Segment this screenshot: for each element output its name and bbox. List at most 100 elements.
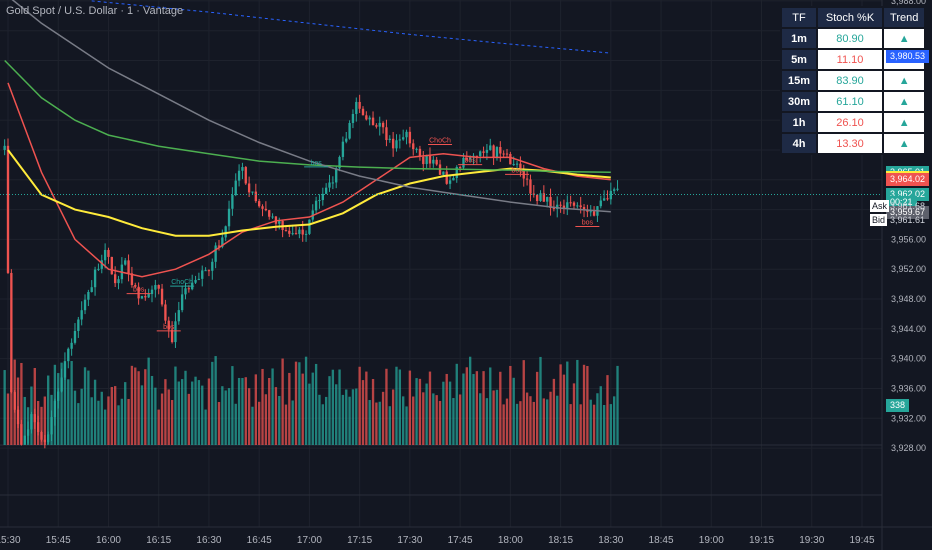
volume-bar	[314, 363, 318, 445]
trend-up-icon: ▲	[882, 111, 927, 134]
volume-bar	[284, 404, 288, 445]
volume-bar	[261, 368, 264, 445]
volume-bar	[251, 406, 254, 445]
volume-bar	[204, 409, 207, 445]
trend-up-icon: ▲	[882, 90, 927, 113]
candle-body	[445, 171, 448, 184]
volume-bar	[338, 369, 341, 445]
price-badge: 3,959.67	[886, 205, 930, 219]
volume-bar	[408, 370, 412, 445]
volume-bar	[224, 390, 227, 445]
volume-bar	[368, 400, 371, 445]
x-tick-label: 18:00	[498, 535, 523, 546]
y-tick-label: 3,944.00	[891, 324, 926, 334]
volume-bar	[391, 389, 395, 445]
volume-bar	[288, 372, 291, 445]
candle-body	[422, 156, 425, 165]
volume-bar	[124, 382, 127, 445]
volume-bar	[525, 392, 529, 445]
candle-body	[247, 183, 251, 193]
stoch-k-cell: 80.90	[816, 27, 885, 50]
volume-bar	[512, 377, 515, 445]
volume-bar	[130, 365, 134, 445]
volume-bar	[321, 404, 324, 445]
volume-bar	[214, 356, 217, 445]
volume-bar	[452, 398, 455, 445]
candle-body	[606, 198, 609, 200]
candle-body	[559, 204, 562, 206]
volume-bar	[375, 402, 378, 445]
volume-bar	[90, 397, 93, 445]
volume-bar	[278, 395, 281, 445]
volume-bar	[609, 404, 612, 445]
bid-price: 3,961.61	[890, 215, 926, 225]
volume-bar	[247, 388, 251, 445]
volume-bar	[10, 379, 13, 445]
candle-body	[412, 143, 415, 150]
candle-body	[331, 182, 335, 184]
candle-body	[361, 108, 365, 116]
volume-bar	[381, 391, 385, 445]
volume-bar	[475, 371, 479, 445]
volume-bar	[515, 403, 519, 445]
volume-bar	[40, 406, 43, 445]
candle-body	[127, 260, 130, 274]
volume-bar	[221, 386, 224, 445]
volume-bar	[254, 374, 257, 445]
x-tick-label: 16:15	[146, 535, 171, 546]
volume-bar	[328, 376, 331, 445]
volume-bar	[405, 406, 408, 445]
candle-body	[214, 245, 217, 262]
volume-bar	[422, 392, 425, 445]
volume-bar	[462, 373, 465, 445]
volume-bar	[107, 396, 110, 445]
volume-bar	[234, 403, 237, 445]
candle-body	[465, 157, 468, 160]
volume-bar	[60, 362, 63, 445]
stoch-row-30m: 30m 61.10 ▲	[779, 90, 927, 113]
x-tick-label: 16:45	[247, 535, 272, 546]
candle-body	[294, 233, 298, 235]
stoch-tf-cell: 1m	[779, 27, 819, 50]
volume-bar	[23, 396, 26, 445]
candle-body	[284, 230, 288, 232]
volume-bar	[562, 374, 566, 445]
volume-bar	[174, 366, 177, 445]
candle-body	[425, 155, 428, 165]
trend-up-icon: ▲	[882, 132, 927, 155]
candle-body	[187, 288, 191, 290]
volume-bar	[50, 394, 53, 445]
candle-body	[194, 279, 197, 283]
volume-bar	[140, 385, 144, 445]
candle-body	[609, 190, 612, 200]
candle-body	[492, 145, 495, 158]
volume-bar	[211, 361, 214, 445]
volume-bar	[191, 381, 194, 445]
volume-bar	[495, 389, 499, 445]
candle-body	[264, 208, 268, 211]
stoch-tf-cell: 30m	[779, 90, 819, 113]
volume-bar	[97, 400, 100, 445]
x-tick-label: 17:45	[448, 535, 473, 546]
volume-bar	[348, 396, 351, 445]
candle-body	[515, 163, 519, 165]
candle-body	[442, 171, 445, 175]
ask-price: 3,961.68	[890, 201, 926, 211]
volume-bar	[418, 378, 422, 445]
stoch-k-cell: 13.30	[816, 132, 885, 155]
candle-body	[398, 139, 402, 141]
volume-bar	[499, 371, 502, 445]
volume-bar	[428, 371, 432, 445]
candle-body	[244, 167, 247, 184]
volume-bar	[489, 367, 492, 445]
x-tick-label: 16:00	[96, 535, 121, 546]
price-badge: 3,964.02	[886, 173, 930, 187]
candle-body	[482, 151, 485, 153]
candle-body	[535, 194, 539, 201]
volume-bar	[80, 388, 83, 445]
volume-bar	[33, 368, 36, 445]
volume-bar	[385, 368, 388, 445]
candle-body	[217, 245, 221, 247]
volume-bar	[187, 393, 191, 445]
